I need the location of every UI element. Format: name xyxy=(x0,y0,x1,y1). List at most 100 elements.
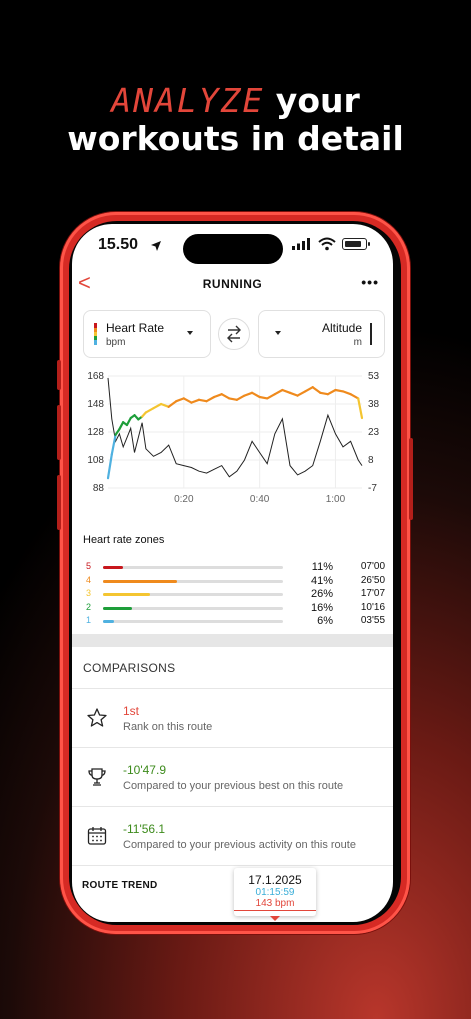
y-left-tick-label: 148 xyxy=(87,399,104,410)
y-right-tick-label: 38 xyxy=(368,399,380,410)
status-bar: 15.50 xyxy=(72,224,393,268)
heart-rate-series-segment xyxy=(197,398,208,403)
back-chevron-icon[interactable]: < xyxy=(78,270,91,295)
comparison-rank-row[interactable]: 1st Rank on this route xyxy=(72,688,393,747)
y-left-tick-label: 88 xyxy=(93,483,105,494)
chevron-down-icon xyxy=(187,331,193,335)
left-metric-unit: bpm xyxy=(106,337,126,348)
heart-rate-series-segment xyxy=(159,402,170,408)
zone-percent: 26% xyxy=(310,588,333,600)
heart-rate-series-segment xyxy=(250,391,261,399)
heart-rate-altitude-chart[interactable]: 168 148 128 108 88 53 38 23 8 -7 0:20 0:40 1:00 xyxy=(72,364,393,514)
right-metric-label: Altitude xyxy=(321,321,362,335)
heart-rate-series-segment xyxy=(182,397,193,404)
zone-percent: 41% xyxy=(310,574,333,587)
zone-percent: 11% xyxy=(311,561,333,573)
heart-rate-series-segment xyxy=(228,397,238,401)
chevron-down-icon xyxy=(275,331,281,335)
headline-line1: your xyxy=(264,81,360,120)
zone-bar-track xyxy=(103,566,283,569)
heart-rate-series-segment xyxy=(118,421,125,431)
zone-row: 1 6% 03'55 xyxy=(83,615,385,628)
mute-button xyxy=(57,360,61,390)
heart-rate-series-segment xyxy=(175,397,185,403)
headline-line2: workouts in detail xyxy=(67,119,404,158)
zone-row: 2 16% 10'16 xyxy=(83,602,385,615)
best-diff-description: Compared to your previous best on this r… xyxy=(123,780,344,792)
nav-bar: < RUNNING ••• xyxy=(72,272,393,296)
heart-rate-series-segment xyxy=(213,393,223,399)
heart-rate-series-segment xyxy=(326,388,337,396)
y-right-tick-label: 53 xyxy=(368,371,380,382)
heart-rate-series-segment xyxy=(190,398,201,404)
x-tick-label: 0:20 xyxy=(174,494,194,505)
power-button xyxy=(409,438,413,520)
zone-bar-fill xyxy=(103,579,177,583)
swap-arrows-icon xyxy=(227,325,241,343)
zone-number: 3 xyxy=(86,588,92,598)
zone-bar-fill xyxy=(103,620,114,623)
zone-percent: 16% xyxy=(310,601,333,614)
swap-metrics-button[interactable] xyxy=(218,318,250,350)
heart-rate-series-segment xyxy=(296,390,307,397)
heart-rate-series-segment xyxy=(349,393,360,400)
altitude-series-line xyxy=(107,377,363,478)
volume-down-button xyxy=(57,475,61,530)
zone-time: 17'07 xyxy=(360,588,385,599)
y-left-tick-label: 108 xyxy=(87,455,104,466)
heart-rate-series-segment xyxy=(235,394,246,401)
heart-rate-series-segment xyxy=(243,391,254,397)
heart-rate-series-segment xyxy=(106,453,113,480)
headline: ANALYZE your workouts in detail xyxy=(0,82,471,158)
zone-time: 26'50 xyxy=(360,574,385,586)
more-options-icon[interactable]: ••• xyxy=(361,274,379,290)
zone-time: 10'16 xyxy=(360,601,385,613)
zone-time: 07'00 xyxy=(360,561,385,572)
heart-rate-series-segment xyxy=(334,388,345,393)
chart-tooltip: 17.1.2025 01:15:59 143 bpm xyxy=(234,868,316,921)
zone-bar-track xyxy=(103,620,283,623)
zone-percent: 6% xyxy=(317,615,333,627)
right-metric-selector[interactable]: Altitude m xyxy=(258,310,385,358)
x-tick-label: 1:00 xyxy=(326,494,346,505)
heart-rate-series-segment xyxy=(125,416,132,427)
heart-rate-series-segment xyxy=(220,393,231,400)
y-left-tick-label: 128 xyxy=(87,427,104,438)
tooltip-date: 17.1.2025 xyxy=(248,873,302,887)
y-right-tick-label: 8 xyxy=(368,455,374,466)
left-metric-selector[interactable]: Heart Rate bpm xyxy=(83,310,211,358)
y-right-tick-label: 23 xyxy=(368,427,380,438)
dynamic-island xyxy=(183,234,283,264)
comparison-previous-row[interactable]: -11'56.1 Compared to your previous activ… xyxy=(72,806,393,865)
best-diff-value: -10'47.9 xyxy=(123,763,166,777)
rank-description: Rank on this route xyxy=(123,721,213,733)
zone-bar-fill xyxy=(103,566,123,569)
app-screen: 15.50 < RUNNING ••• Heart Rate bpm Altit… xyxy=(72,224,393,922)
zone-bar-track xyxy=(103,593,283,596)
left-metric-label: Heart Rate xyxy=(106,321,165,335)
comparison-best-row[interactable]: -10'47.9 Compared to your previous best … xyxy=(72,747,393,806)
heart-rate-series-segment xyxy=(357,397,364,420)
y-right-tick-label: -7 xyxy=(368,483,377,494)
volume-up-button xyxy=(57,405,61,460)
zone-number: 4 xyxy=(86,574,92,585)
heart-rate-series-segment xyxy=(281,388,292,394)
headline-accent: ANALYZE xyxy=(111,81,265,120)
tooltip-bpm: 143 bpm xyxy=(234,898,316,911)
trophy-icon xyxy=(88,768,106,786)
heart-rate-series-segment xyxy=(304,386,314,393)
heart-rate-series-segment xyxy=(341,390,352,396)
zone-bar-fill xyxy=(103,606,132,610)
zone-number: 5 xyxy=(86,561,92,571)
route-trend-title: ROUTE TREND xyxy=(82,880,158,891)
zone-time: 03'55 xyxy=(360,615,385,626)
heart-rate-series-segment xyxy=(273,388,284,396)
heart-rate-series-segment xyxy=(114,428,121,436)
x-tick-label: 0:40 xyxy=(250,494,270,505)
heart-rate-series-segment xyxy=(258,395,269,400)
status-time: 15.50 xyxy=(98,236,139,253)
right-metric-unit: m xyxy=(353,337,362,348)
y-left-tick-label: 168 xyxy=(87,371,104,382)
heart-rate-series-segment xyxy=(110,433,117,456)
calendar-icon xyxy=(87,827,107,845)
